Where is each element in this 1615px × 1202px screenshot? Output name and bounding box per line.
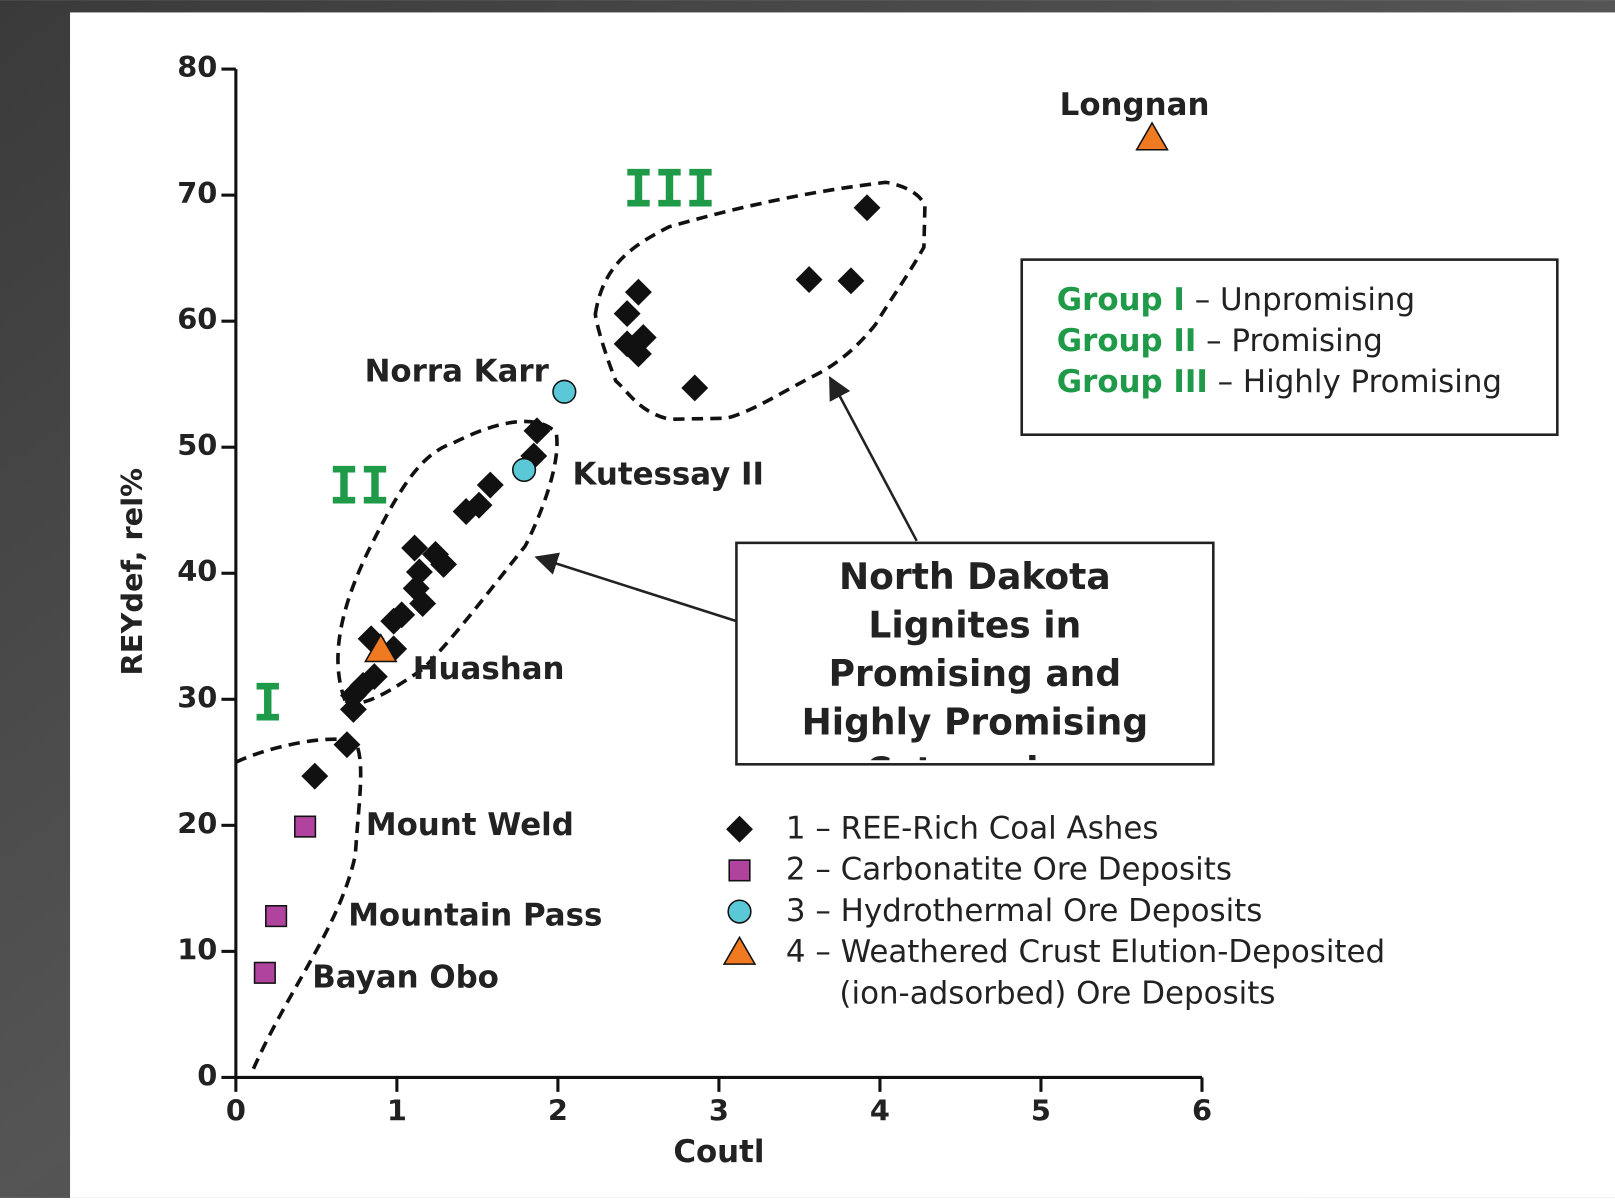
triangle-marker <box>724 937 755 964</box>
group-mark: III <box>623 160 716 220</box>
y-tick-label: 60 <box>177 302 217 336</box>
circle-marker <box>513 459 536 482</box>
callout-container: North Dakota Lignites in Promising and H… <box>736 554 1213 760</box>
point-label: Huashan <box>413 651 565 687</box>
diamond-marker <box>727 817 752 842</box>
x-tick-label: 2 <box>548 1093 568 1127</box>
point-label: Bayan Obo <box>312 959 499 995</box>
point-label: Mount Weld <box>366 807 574 843</box>
legend-label: 3 – Hydrothermal Ore Deposits <box>786 891 1442 932</box>
legend-marker-box <box>721 932 758 973</box>
y-tick-label: 50 <box>177 428 217 462</box>
legend-marker-box <box>721 850 758 891</box>
callout-text: North Dakota Lignites in Promising and H… <box>769 554 1181 760</box>
legend-marker-box <box>721 809 758 850</box>
circle-marker <box>553 380 576 403</box>
point-label: Norra Karr <box>365 354 550 390</box>
square-marker <box>295 816 316 837</box>
y-tick-label: 0 <box>197 1058 217 1092</box>
point-label: Mountain Pass <box>348 898 602 934</box>
legend-entry: 3 – Hydrothermal Ore Deposits <box>721 891 1442 932</box>
legend-label: 2 – Carbonatite Ore Deposits <box>786 850 1442 891</box>
group-entry: Group I – Unpromising <box>1057 281 1415 317</box>
y-tick-label: 20 <box>177 806 217 840</box>
x-axis-label: Coutl <box>673 1134 764 1170</box>
legend-entry: 4 – Weathered Crust Elution-Deposited (i… <box>721 932 1442 1014</box>
point-label: Kutessay II <box>572 457 764 493</box>
group-desc: – Promising <box>1206 323 1383 359</box>
chart: North Dakota Lignites in Promising and H… <box>0 0 1615 1198</box>
y-tick-label: 10 <box>177 932 217 966</box>
group-name: Group III <box>1057 364 1208 400</box>
group-name: Group I <box>1057 281 1185 317</box>
square-marker <box>266 906 287 927</box>
y-tick-label: 40 <box>177 554 217 588</box>
square-marker <box>729 860 750 881</box>
group-name: Group II <box>1057 323 1197 359</box>
square-marker <box>255 963 276 984</box>
group-entry: Group II – Promising <box>1057 323 1383 359</box>
group-desc: – Unpromising <box>1195 281 1415 317</box>
page: North Dakota Lignites in Promising and H… <box>0 0 1615 1198</box>
legend-marker-box <box>721 891 758 932</box>
x-tick-label: 0 <box>226 1093 246 1127</box>
x-tick-label: 5 <box>1031 1093 1051 1127</box>
y-axis-label: REYdef, rel% <box>115 468 149 675</box>
legend-entry: 1 – REE-Rich Coal Ashes <box>721 809 1442 850</box>
x-tick-label: 3 <box>709 1093 729 1127</box>
y-tick-label: 30 <box>177 680 217 714</box>
legend-label: 1 – REE-Rich Coal Ashes <box>786 809 1442 850</box>
circle-marker <box>728 900 751 923</box>
group-mark: II <box>328 456 390 516</box>
y-tick-label: 80 <box>177 50 217 84</box>
point-label: Longnan <box>1060 87 1210 123</box>
x-tick-label: 4 <box>870 1093 890 1127</box>
group-mark: I <box>252 674 283 734</box>
legend-label: 4 – Weathered Crust Elution-Deposited (i… <box>786 932 1442 1014</box>
x-tick-label: 6 <box>1192 1093 1212 1127</box>
legend-entry: 2 – Carbonatite Ore Deposits <box>721 850 1442 891</box>
x-tick-label: 1 <box>387 1093 407 1127</box>
group-entry: Group III – Highly Promising <box>1057 364 1502 400</box>
y-tick-label: 70 <box>177 176 217 210</box>
group-desc: – Highly Promising <box>1218 364 1502 400</box>
